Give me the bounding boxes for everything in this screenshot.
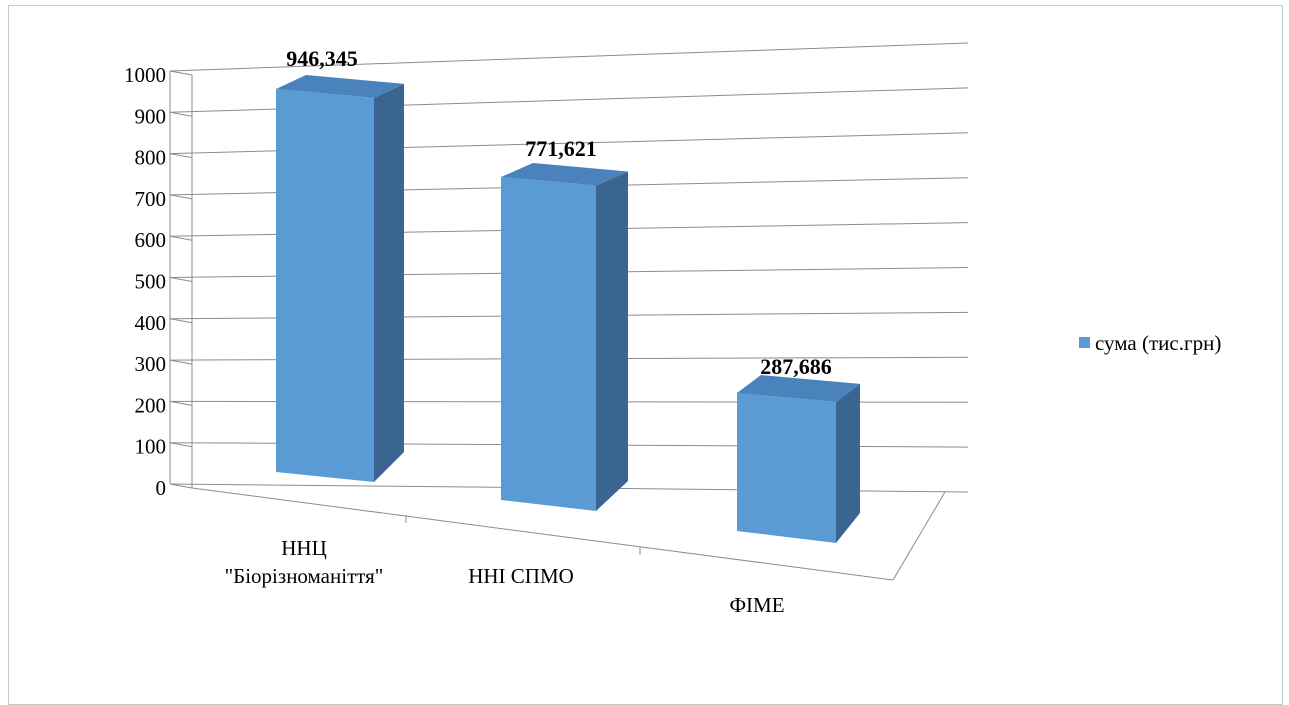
gridline-side <box>169 483 193 489</box>
y-tick-label: 900 <box>135 104 167 128</box>
gridline-side <box>169 442 193 448</box>
y-tick-label: 500 <box>135 270 167 294</box>
axes <box>169 71 946 581</box>
y-tick-label: 300 <box>135 352 167 376</box>
y-tick-label: 200 <box>135 393 167 417</box>
data-label: 287,686 <box>760 354 832 379</box>
x-category-label: ННЦ "Біорізноманіття" <box>225 536 384 588</box>
gridline-side <box>169 277 193 282</box>
legend-label: сума (тис.грн) <box>1095 331 1221 355</box>
y-tick-label: 400 <box>135 311 167 335</box>
bar-top <box>501 163 628 186</box>
y-tick-label: 600 <box>135 228 167 252</box>
bar-side <box>596 171 628 512</box>
gridline-side <box>169 235 193 241</box>
data-label: 946,345 <box>286 46 358 71</box>
chart-area <box>8 5 1283 705</box>
gridline-side <box>169 194 193 200</box>
bar-chart: 0 100 200 300 400 500 600 700 800 900 1000 946,345… <box>124 42 1221 617</box>
x-category-label: ФІМЕ <box>729 593 784 617</box>
bar-side <box>836 383 860 543</box>
x-axis-categories: ННЦ "Біорізноманіття" ННІ СПМО ФІМЕ <box>225 536 785 617</box>
y-tick-label: 800 <box>135 146 167 170</box>
y-tick-label: 100 <box>135 435 167 459</box>
bar-top <box>276 75 404 98</box>
y-axis-ticks: 0 100 200 300 400 500 600 700 800 900 1000 <box>124 63 166 500</box>
x-axis-line <box>191 487 894 581</box>
y-tick-label: 0 <box>156 476 167 500</box>
y-tick-label: 1000 <box>124 63 166 87</box>
bar-side <box>374 83 404 482</box>
data-label: 771,621 <box>525 136 597 161</box>
x-category-label: ННІ СПМО <box>468 564 574 588</box>
gridline-side <box>169 359 193 365</box>
bar-front <box>737 393 836 543</box>
data-labels: 946,345 771,621 287,686 <box>286 46 832 379</box>
gridline <box>169 42 969 72</box>
floor-right-edge <box>892 491 946 581</box>
gridline-side <box>169 70 193 76</box>
legend: сума (тис.грн) <box>1079 331 1221 355</box>
bar-top <box>737 375 860 402</box>
gridline-side <box>169 400 193 406</box>
bar-front <box>276 89 374 482</box>
bar-front <box>501 177 596 511</box>
gridline-side <box>169 318 193 324</box>
y-tick-label: 700 <box>135 187 167 211</box>
legend-swatch <box>1079 337 1090 348</box>
bars <box>276 75 860 543</box>
gridline-side <box>169 153 193 159</box>
gridline-side <box>169 111 193 117</box>
